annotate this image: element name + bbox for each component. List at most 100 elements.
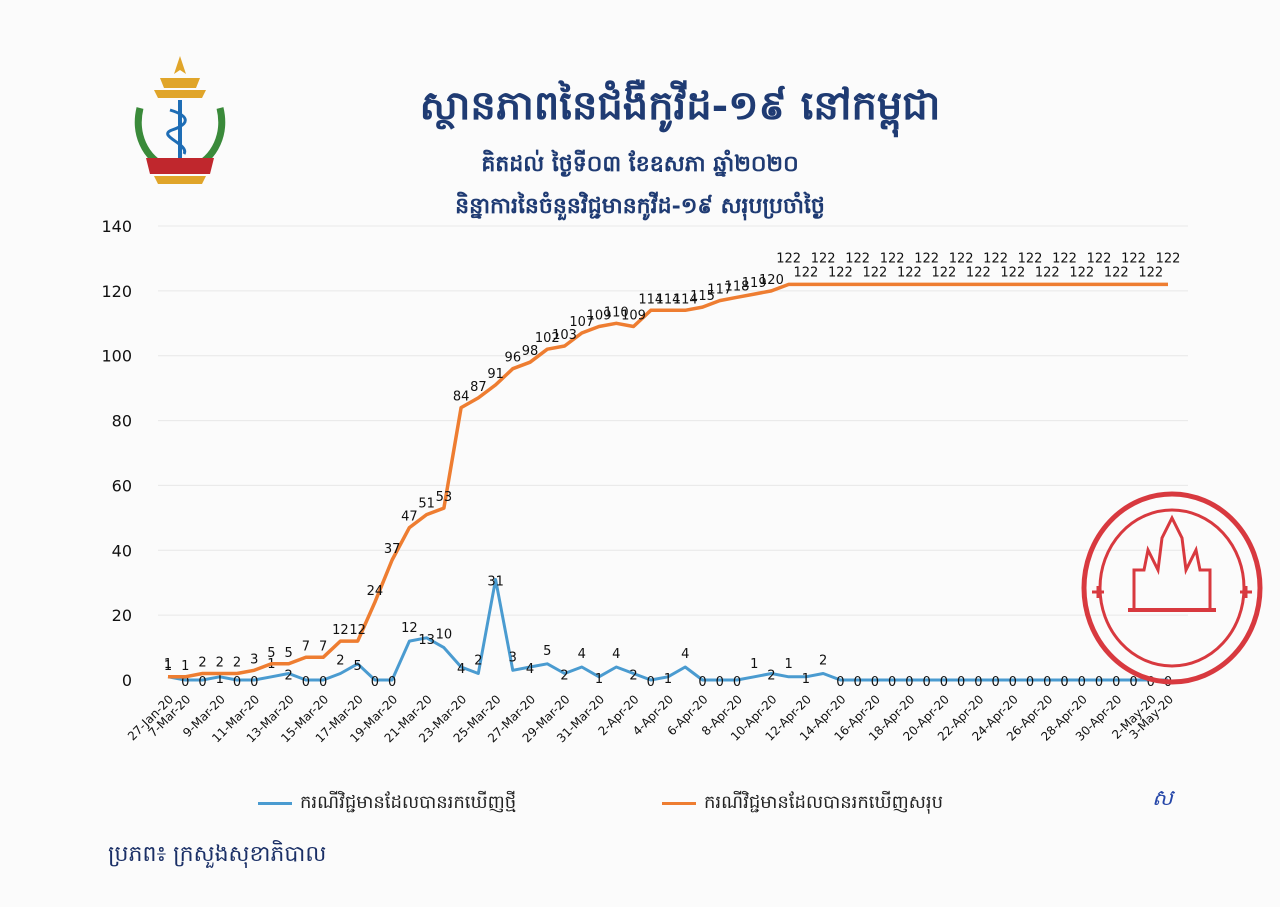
total-cases-line	[168, 282, 1168, 679]
total-cases-data-label: 110	[604, 305, 629, 320]
legend-label-new-cases: ករណីវិជ្ជមានដែលបានរកឃើញថ្មី	[300, 792, 517, 813]
total-cases-data-label: 122	[1104, 265, 1129, 280]
new-cases-data-label: 3	[509, 650, 517, 665]
total-cases-data-label: 109	[587, 309, 612, 324]
total-cases-data-label: 7	[319, 639, 327, 654]
official-seal-stamp	[1081, 491, 1263, 685]
new-cases-data-label: 0	[991, 675, 999, 690]
new-cases-data-label: 2	[560, 669, 568, 684]
new-cases-data-label: 2	[285, 669, 293, 684]
new-cases-data-label: 2	[819, 654, 827, 669]
new-cases-data-label: 4	[526, 662, 534, 677]
total-cases-data-label: 122	[828, 265, 853, 280]
new-cases-data-label: 0	[1095, 675, 1103, 690]
total-cases-data-label: 122	[1000, 265, 1025, 280]
new-cases-data-label: 0	[1043, 675, 1051, 690]
total-cases-data-label: 47	[401, 510, 418, 525]
new-cases-data-label: 2	[336, 654, 344, 669]
new-cases-data-label: 12	[401, 621, 418, 636]
y-tick-label: 60	[112, 476, 132, 495]
new-cases-data-label: 0	[1078, 675, 1086, 690]
total-cases-data-label: 2	[198, 656, 206, 671]
total-cases-data-label: 2	[233, 656, 241, 671]
new-cases-data-label: 1	[802, 672, 810, 687]
new-cases-data-label: 0	[233, 675, 241, 690]
total-cases-data-label: 122	[914, 251, 939, 266]
new-cases-data-label: 31	[487, 574, 504, 589]
total-cases-data-label: 37	[384, 542, 401, 557]
new-cases-data-label: 1	[216, 672, 224, 687]
ministry-of-health-logo	[134, 56, 226, 184]
new-cases-data-label: 0	[371, 675, 379, 690]
new-cases-data-label: 0	[1129, 675, 1137, 690]
total-cases-data-label: 122	[1052, 251, 1077, 266]
new-cases-data-label: 0	[836, 675, 844, 690]
legend-label-total-cases: ករណីវិជ្ជមានដែលបានរកឃើញសរុប	[704, 792, 944, 813]
total-cases-data-label: 114	[673, 292, 698, 307]
new-cases-data-label: 4	[681, 647, 689, 662]
total-cases-data-label: 102	[535, 331, 560, 346]
total-cases-data-label: 12	[349, 623, 366, 638]
total-cases-data-label: 5	[267, 646, 275, 661]
new-cases-data-label: 13	[418, 633, 435, 648]
new-cases-data-label: 0	[974, 675, 982, 690]
new-cases-data-label: 1	[664, 672, 672, 687]
new-cases-data-label: 2	[767, 669, 775, 684]
total-cases-data-label: 24	[367, 584, 384, 599]
date-subtitle: គិតដល់ ថ្ងៃទី០៣ ខែឧសភា ឆ្នាំ២០២០	[481, 151, 799, 177]
new-cases-data-label: 1	[785, 657, 793, 672]
total-cases-data-label: 122	[1138, 265, 1163, 280]
total-cases-data-label: 122	[966, 265, 991, 280]
new-cases-line	[167, 578, 1168, 682]
total-cases-data-label: 7	[302, 639, 310, 654]
signature-mark: ស	[1152, 786, 1173, 811]
y-tick-label: 40	[112, 541, 132, 560]
total-cases-data-label: 122	[845, 251, 870, 266]
new-cases-data-label: 0	[888, 675, 896, 690]
legend-swatch-new-cases	[258, 802, 292, 805]
new-cases-data-label: 0	[250, 675, 258, 690]
chart-subtitle: និន្នាការនៃចំនួនវិជ្ជមានកូវីដ-១៩ សរុបប្រ…	[455, 193, 825, 219]
y-tick-label: 120	[101, 282, 132, 301]
total-cases-data-label: 1	[181, 659, 189, 674]
total-cases-data-label: 122	[1018, 251, 1043, 266]
y-tick-label: 20	[112, 606, 132, 625]
new-cases-data-label: 0	[1147, 675, 1155, 690]
total-cases-data-label: 87	[470, 380, 487, 395]
total-cases-data-label: 122	[862, 265, 887, 280]
new-cases-data-label: 0	[716, 675, 724, 690]
total-cases-data-label: 122	[1121, 251, 1146, 266]
total-cases-data-label: 96	[505, 351, 522, 366]
total-cases-data-label: 109	[621, 309, 646, 324]
total-cases-data-label: 103	[552, 328, 577, 343]
y-tick-label: 100	[101, 347, 132, 366]
source-note: ប្រភព៖ ក្រសួងសុខាភិបាល	[108, 842, 327, 867]
total-cases-data-label: 120	[759, 273, 784, 288]
new-cases-data-label: 0	[1060, 675, 1068, 690]
new-cases-data-label: 0	[957, 675, 965, 690]
total-cases-data-label: 122	[931, 265, 956, 280]
new-cases-data-label: 1	[164, 657, 172, 672]
total-cases-data-label: 122	[794, 265, 819, 280]
total-cases-data-label: 122	[949, 251, 974, 266]
page-title: ស្ថានភាពនៃជំងឺកូវីដ-១៩ នៅកម្ពុជា	[419, 82, 941, 129]
new-cases-data-label: 0	[181, 675, 189, 690]
new-cases-data-label: 1	[595, 672, 603, 687]
new-cases-data-label: 4	[457, 662, 465, 677]
legend-swatch-total-cases	[662, 802, 696, 805]
new-cases-data-label: 2	[629, 669, 637, 684]
total-cases-data-label: 119	[742, 276, 767, 291]
total-cases-data-label: 5	[285, 646, 293, 661]
new-cases-data-label: 0	[1112, 675, 1120, 690]
new-cases-data-label: 0	[1009, 675, 1017, 690]
total-cases-data-label: 122	[811, 251, 836, 266]
y-tick-label: 140	[101, 217, 132, 236]
new-cases-data-label: 0	[198, 675, 206, 690]
new-cases-data-label: 4	[578, 647, 586, 662]
total-cases-data-label: 1	[164, 659, 172, 674]
total-cases-data-label: 122	[1035, 265, 1060, 280]
total-cases-data-label: 122	[1087, 251, 1112, 266]
total-cases-data-label: 117	[707, 283, 732, 298]
